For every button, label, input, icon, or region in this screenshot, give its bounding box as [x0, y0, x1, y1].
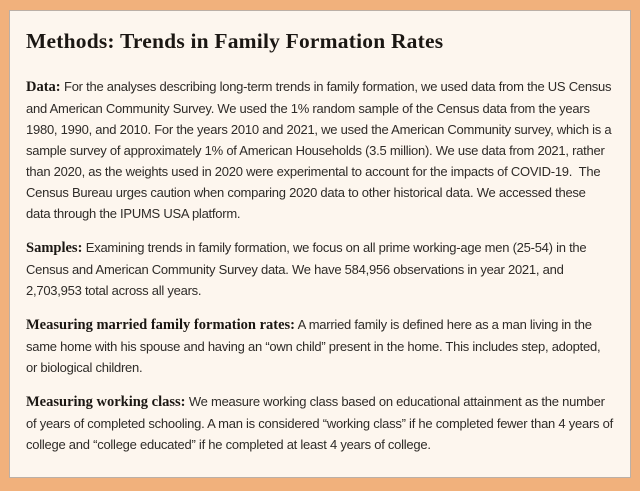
paragraph-data-text: For the analyses describing long-term tr… — [26, 79, 615, 221]
paragraph-data: Data: For the analyses describing long-t… — [26, 76, 613, 224]
paragraph-married-family-formation-text: A married family is defined here as a ma… — [26, 317, 604, 375]
paragraph-working-class-text: We measure working class based on educat… — [26, 394, 617, 452]
paragraph-samples-text: Examining trends in family formation, we… — [26, 240, 590, 298]
paragraph-samples-label: Samples: — [26, 240, 83, 256]
paragraph-married-family-formation: Measuring married family formation rates… — [26, 314, 613, 378]
paragraph-data-label: Data: — [26, 79, 61, 95]
paragraph-working-class: Measuring working class: We measure work… — [26, 391, 613, 455]
page-title: Methods: Trends in Family Formation Rate… — [26, 29, 444, 53]
paragraph-samples: Samples: Examining trends in family form… — [26, 237, 613, 301]
paragraph-working-class-label: Measuring working class: — [26, 394, 186, 410]
paragraph-married-family-formation-label: Measuring married family formation rates… — [26, 317, 295, 333]
